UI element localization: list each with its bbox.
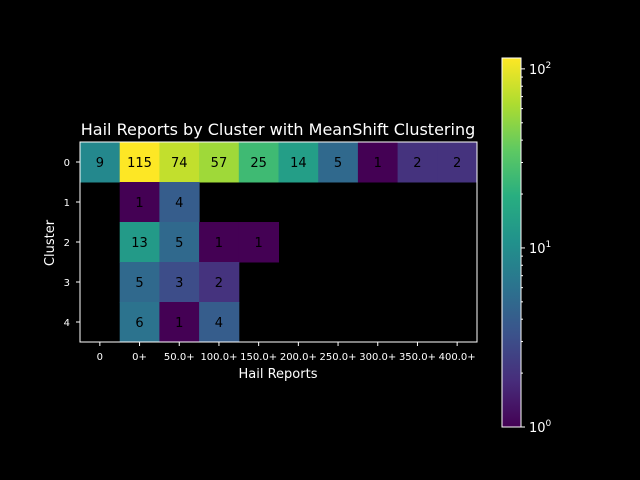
cell-value-label: 74 — [171, 156, 188, 171]
y-tick-label: 1 — [64, 198, 70, 209]
cell-value-label: 1 — [255, 236, 263, 251]
heatmap-cell — [397, 142, 438, 183]
x-tick-label: 0 — [97, 352, 103, 363]
y-tick-label: 4 — [64, 318, 70, 329]
heatmap-cell — [119, 222, 160, 263]
x-tick-label: 50.0+ — [164, 352, 195, 363]
heatmap-cell — [238, 222, 279, 263]
cell-value-label: 5 — [334, 156, 342, 171]
heatmap-cell — [159, 222, 200, 263]
y-tick-label: 0 — [64, 158, 70, 169]
x-tick-label: 400.0+ — [439, 352, 476, 363]
colorbar-tick-label: 101 — [529, 240, 551, 257]
heatmap-cell — [199, 262, 240, 303]
cell-value-label: 25 — [250, 156, 267, 171]
x-tick-label: 0+ — [132, 352, 147, 363]
colorbar-ticks: 100 101 102 — [521, 61, 552, 436]
heatmap-cell — [159, 302, 200, 343]
cell-value-label: 2 — [453, 156, 461, 171]
cell-value-label: 1 — [374, 156, 382, 171]
y-tick-label: 2 — [64, 238, 70, 249]
x-tick-label: 200.0+ — [280, 352, 317, 363]
cell-value-label: 2 — [215, 276, 223, 291]
y-tick-label: 3 — [64, 278, 70, 289]
x-axis: 0 0+ 50.0+ 100.0+ 150.0+ 200.0+ 250.0+ 300.0+ 35… — [97, 342, 476, 363]
heatmap-cell — [199, 222, 240, 263]
cell-labels: 9 115 74 57 25 14 5 1 2 21 413 5 1 15 3 26 1 4 — [96, 156, 462, 331]
cell-value-label: 1 — [175, 316, 183, 331]
cell-value-label: 14 — [290, 156, 307, 171]
heatmap-cell — [119, 142, 160, 183]
cell-value-label: 6 — [135, 316, 143, 331]
heatmap-cell — [119, 302, 160, 343]
cell-value-label: 13 — [131, 236, 148, 251]
x-tick-label: 250.0+ — [320, 352, 357, 363]
colorbar: 100 101 102 — [501, 57, 552, 436]
heatmap-cell — [437, 142, 478, 183]
x-tick-label: 300.0+ — [359, 352, 396, 363]
heatmap-cell — [159, 182, 200, 223]
heatmap-cell — [278, 142, 319, 183]
heatmap-cell — [199, 142, 240, 183]
cell-value-label: 9 — [96, 156, 104, 171]
x-axis-label: Hail Reports — [239, 367, 318, 382]
heatmap-cell — [159, 142, 200, 183]
heatmap-cell — [119, 262, 160, 303]
heatmap-cells — [80, 142, 478, 343]
x-tick-label: 150.0+ — [240, 352, 277, 363]
cell-value-label: 4 — [215, 316, 223, 331]
heatmap-cell — [119, 182, 160, 223]
heatmap-cell — [159, 262, 200, 303]
x-tick-label: 100.0+ — [200, 352, 237, 363]
y-axis-label: Cluster — [43, 219, 58, 266]
cell-value-label: 3 — [175, 276, 183, 291]
cell-value-label: 5 — [175, 236, 183, 251]
cell-value-label: 4 — [175, 196, 183, 211]
heatmap-cell — [238, 142, 279, 183]
cell-value-label: 1 — [215, 236, 223, 251]
cell-value-label: 2 — [413, 156, 421, 171]
heatmap-cell — [199, 302, 240, 343]
colorbar-tick-label: 102 — [529, 61, 551, 78]
cell-value-label: 115 — [127, 156, 152, 171]
heatmap-cell — [318, 142, 359, 183]
cell-value-label: 57 — [211, 156, 228, 171]
chart-title: Hail Reports by Cluster with MeanShift C… — [81, 120, 475, 139]
heatmap-cell — [357, 142, 399, 183]
colorbar-gradient — [501, 57, 522, 428]
cell-value-label: 1 — [135, 196, 143, 211]
heatmap-cell — [80, 142, 121, 183]
y-axis: 0 1 2 3 4 — [64, 158, 80, 329]
colorbar-tick-label: 100 — [529, 419, 552, 436]
cell-value-label: 5 — [135, 276, 143, 291]
x-tick-label: 350.0+ — [399, 352, 436, 363]
